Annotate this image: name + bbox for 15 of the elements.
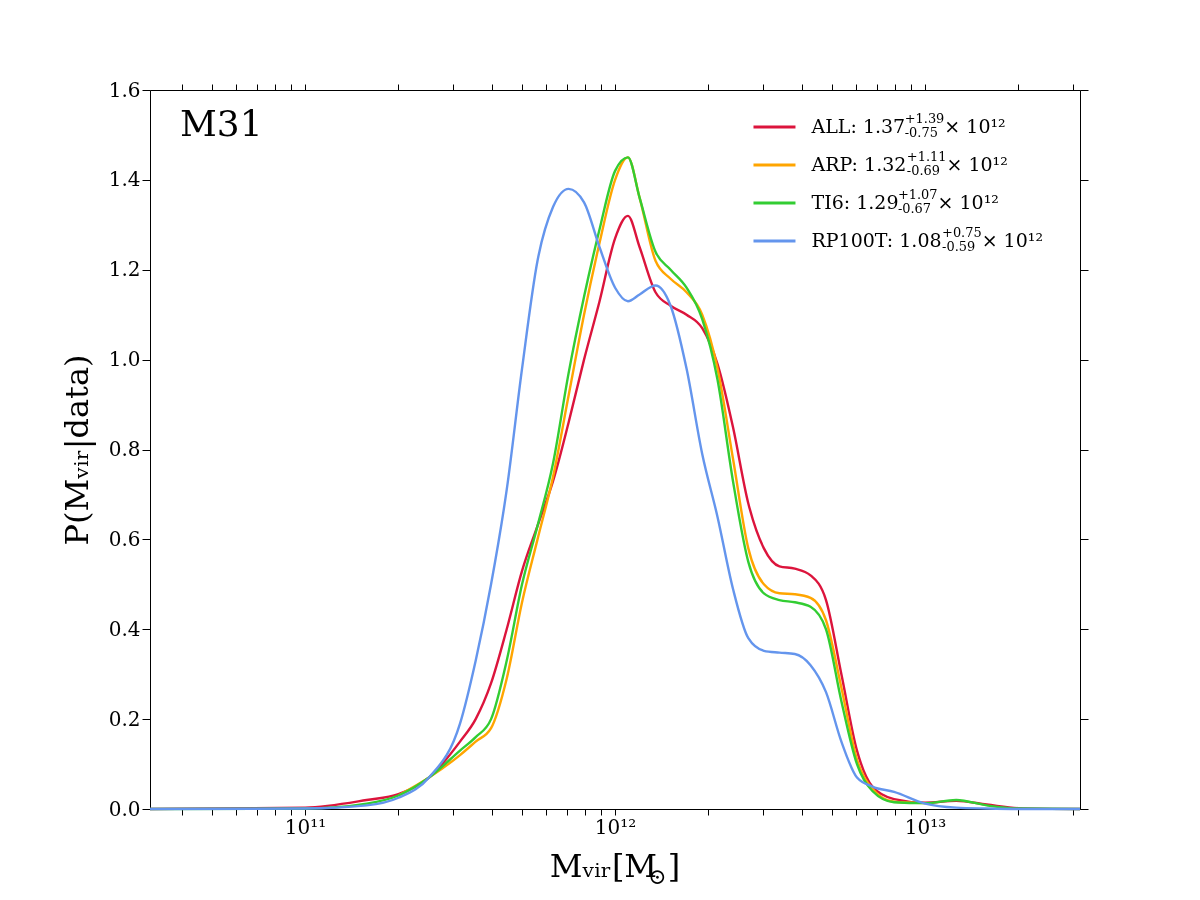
x-tick-label: 10¹² bbox=[594, 814, 637, 839]
x-axis-title: Mᵥᵢᵣ[M⊙] bbox=[549, 847, 681, 889]
y-tick-label: 0.8 bbox=[108, 437, 141, 461]
y-tick-label: 1.4 bbox=[108, 167, 141, 192]
y-tick-label: 1.2 bbox=[108, 257, 141, 282]
y-tick-label: 1.0 bbox=[108, 347, 141, 372]
y-tick-label: 0.4 bbox=[108, 616, 141, 641]
y-tick-label: 0.2 bbox=[108, 706, 141, 731]
y-tick-label: 1.6 bbox=[108, 77, 141, 102]
x-tick-label: 10¹¹ bbox=[284, 814, 327, 839]
y-tick-label: 0.0 bbox=[108, 796, 141, 821]
y-tick-label: 0.6 bbox=[108, 526, 141, 551]
chart-title: M31 bbox=[180, 103, 263, 144]
y-axis-title: P(Mᵥᵢᵣ|data) bbox=[57, 354, 96, 546]
x-tick-label: 10¹³ bbox=[904, 814, 947, 839]
